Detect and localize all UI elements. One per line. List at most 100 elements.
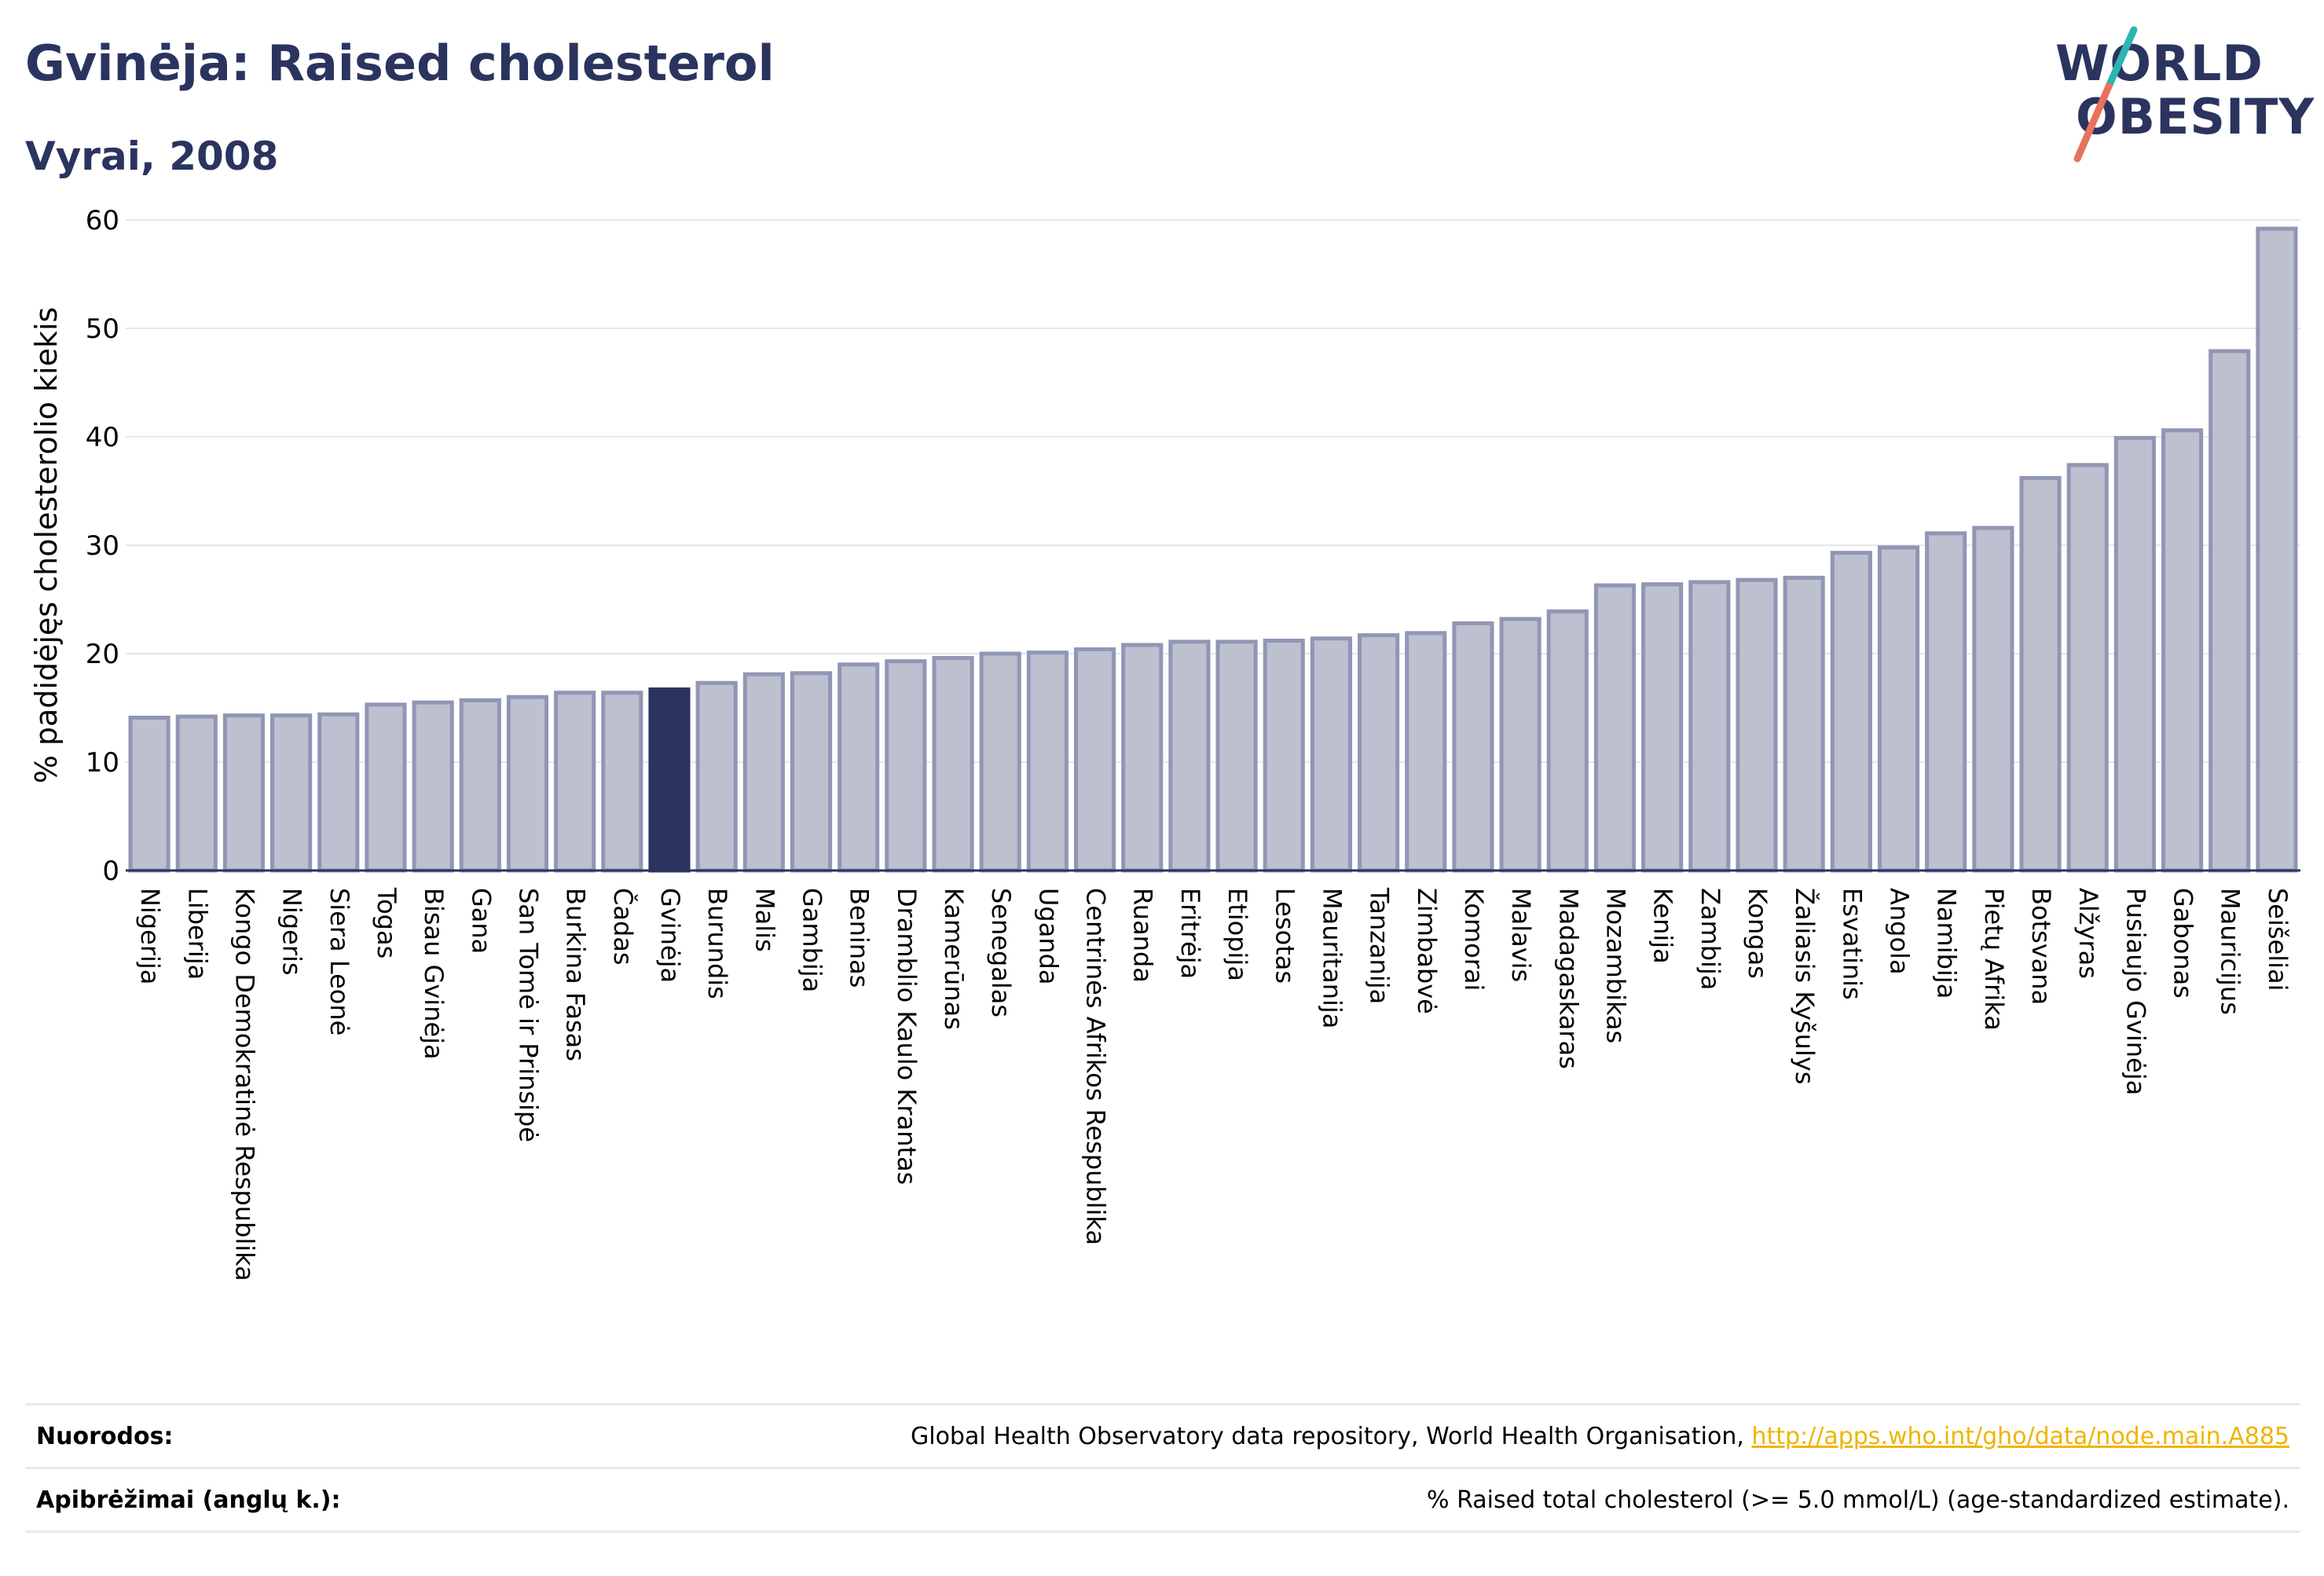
sources-value: Global Health Observatory data repositor… (911, 1423, 2289, 1450)
y-tick-label: 10 (86, 747, 119, 779)
y-tick-label: 50 (86, 313, 119, 345)
footer-table: Nuorodos: Global Health Observatory data… (25, 1403, 2300, 1533)
sources-row: Nuorodos: Global Health Observatory data… (25, 1403, 2300, 1467)
y-tick-label: 60 (86, 205, 119, 236)
bar (2113, 435, 2156, 873)
bar (365, 702, 407, 873)
sources-link[interactable]: http://apps.who.int/gho/data/node.main.A… (1751, 1422, 2289, 1450)
y-axis-ticks: 0 10 20 30 40 50 60 (86, 205, 119, 887)
x-category-label: Burkina Fasas (561, 888, 591, 1061)
x-category-label: Gambija (797, 888, 827, 992)
bar (932, 656, 974, 873)
bar (601, 691, 643, 873)
chart-title: Gvinėja: Raised cholesterol (25, 35, 775, 92)
bar (1688, 580, 1731, 873)
bar (1877, 545, 1920, 873)
bar (1641, 582, 1684, 873)
bar (1546, 609, 1589, 873)
bar (222, 713, 266, 873)
x-category-label: Malis (750, 888, 779, 952)
x-category-label: Eritrėja (1175, 888, 1205, 979)
x-category-label: Komorai (1459, 888, 1489, 991)
bar (1830, 551, 1872, 873)
bar (1026, 651, 1069, 873)
chart-subtitle: Vyrai, 2008 (25, 134, 279, 179)
x-category-label: Alžyras (2073, 888, 2103, 979)
logo-slash-bottom (2073, 82, 2113, 163)
bar (1263, 638, 1305, 873)
x-category-label: Siera Leonė (324, 888, 354, 1035)
bar (270, 713, 313, 873)
bar (885, 659, 927, 873)
bar (1168, 640, 1211, 873)
x-category-label: Ruanda (1128, 888, 1158, 983)
bar (1452, 621, 1494, 873)
bar (1499, 617, 1541, 873)
x-category-label: Etiopija (1222, 888, 1252, 981)
bar (742, 672, 785, 873)
x-category-label: Esvatinis (1837, 888, 1867, 1000)
x-category-label: Malavis (1506, 888, 1536, 982)
x-category-label: Bisau Gvinėja (419, 888, 449, 1060)
bar (1121, 643, 1164, 873)
bar (1310, 636, 1353, 873)
x-category-label: Žaliasis Kyšulys (1790, 888, 1820, 1084)
x-category-label: Mauricijus (2216, 888, 2245, 1015)
definitions-row: Apibrėžimai (anglų k.): % Raised total c… (25, 1467, 2300, 1533)
bar (1925, 531, 1967, 873)
y-tick-label: 0 (102, 856, 119, 887)
bar (790, 671, 833, 873)
x-category-label: Lesotas (1270, 888, 1299, 984)
x-category-label: Gabonas (2168, 888, 2198, 999)
x-category-label: Togas (372, 887, 401, 958)
bar (1736, 577, 1778, 873)
bar (317, 712, 360, 873)
sources-text: Global Health Observatory data repositor… (911, 1422, 1744, 1450)
bar (1972, 526, 2014, 873)
x-category-label: Senegalas (986, 888, 1016, 1017)
bar (2256, 226, 2298, 873)
bar (1405, 631, 1447, 873)
bar (2019, 475, 2062, 873)
bar (1073, 647, 1116, 873)
y-tick-label: 20 (86, 639, 119, 670)
x-category-label: Čadas (608, 888, 639, 966)
bar (695, 680, 738, 873)
logo-text-obesity: OBESITY (2076, 88, 2315, 145)
x-category-label: Mozambikas (1600, 888, 1630, 1043)
logo-text-world: WORLD (2055, 35, 2264, 92)
x-category-label: Gvinėja (655, 888, 685, 983)
x-category-label: Seišeliai (2263, 888, 2293, 991)
x-category-label: Zimbabvė (1412, 888, 1442, 1014)
definitions-text: % Raised total cholesterol (>= 5.0 mmol/… (1427, 1486, 2289, 1514)
bar (1783, 575, 1825, 873)
bar (2209, 349, 2251, 873)
x-category-label: Uganda (1033, 888, 1063, 985)
bars (128, 226, 2298, 873)
y-tick-label: 30 (86, 530, 119, 562)
bar (2161, 428, 2204, 873)
bar-chart: 0 10 20 30 40 50 60 Nigerija Liberija Kongo Demo… (29, 205, 2300, 1281)
x-category-label: Pusiaujo Gvinėja (2121, 888, 2150, 1095)
x-category-label: Kenija (1648, 888, 1678, 964)
bar (1215, 640, 1258, 873)
y-tick-label: 40 (86, 422, 119, 453)
x-category-label: Zambija (1695, 888, 1725, 990)
bar (1593, 583, 1637, 873)
x-category-label: Kongo Demokratinė Respublika (229, 888, 259, 1281)
x-category-label: Nigeris (277, 888, 307, 976)
bar (459, 698, 501, 873)
bar (128, 715, 170, 873)
x-category-label: Dramblio Kaulo Krantas (892, 888, 922, 1185)
definitions-label: Apibrėžimai (anglų k.): (36, 1486, 341, 1514)
x-category-label: Burundis (702, 888, 732, 999)
bar (979, 651, 1021, 873)
y-axis-title: % padidėjęs cholesterolio kiekis (29, 307, 64, 784)
world-obesity-logo: WORLD OBESITY (2043, 24, 2314, 165)
x-category-label: Nigerija (135, 888, 165, 984)
bar (175, 714, 218, 873)
bar (2066, 463, 2109, 873)
bar-highlighted (648, 687, 691, 873)
x-category-label: Namibija (1932, 888, 1962, 999)
bar (506, 695, 549, 873)
